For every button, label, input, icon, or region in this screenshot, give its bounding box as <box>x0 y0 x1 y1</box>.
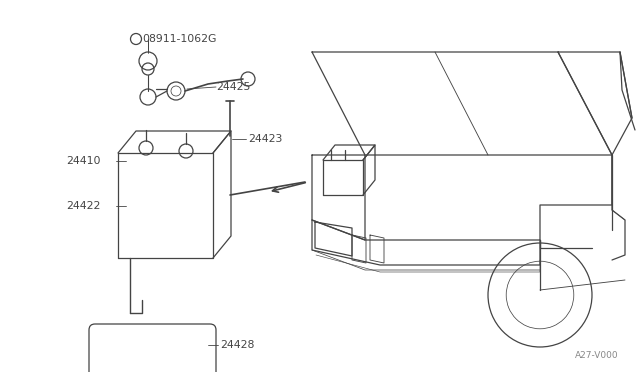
Text: 24423: 24423 <box>248 134 282 144</box>
Text: 08911-1062G: 08911-1062G <box>142 34 216 44</box>
Text: 24425: 24425 <box>216 82 250 92</box>
Text: 24428: 24428 <box>220 340 254 350</box>
Text: 24410: 24410 <box>66 156 100 166</box>
Text: 24422: 24422 <box>66 201 100 211</box>
Text: A27-V000: A27-V000 <box>575 350 619 359</box>
